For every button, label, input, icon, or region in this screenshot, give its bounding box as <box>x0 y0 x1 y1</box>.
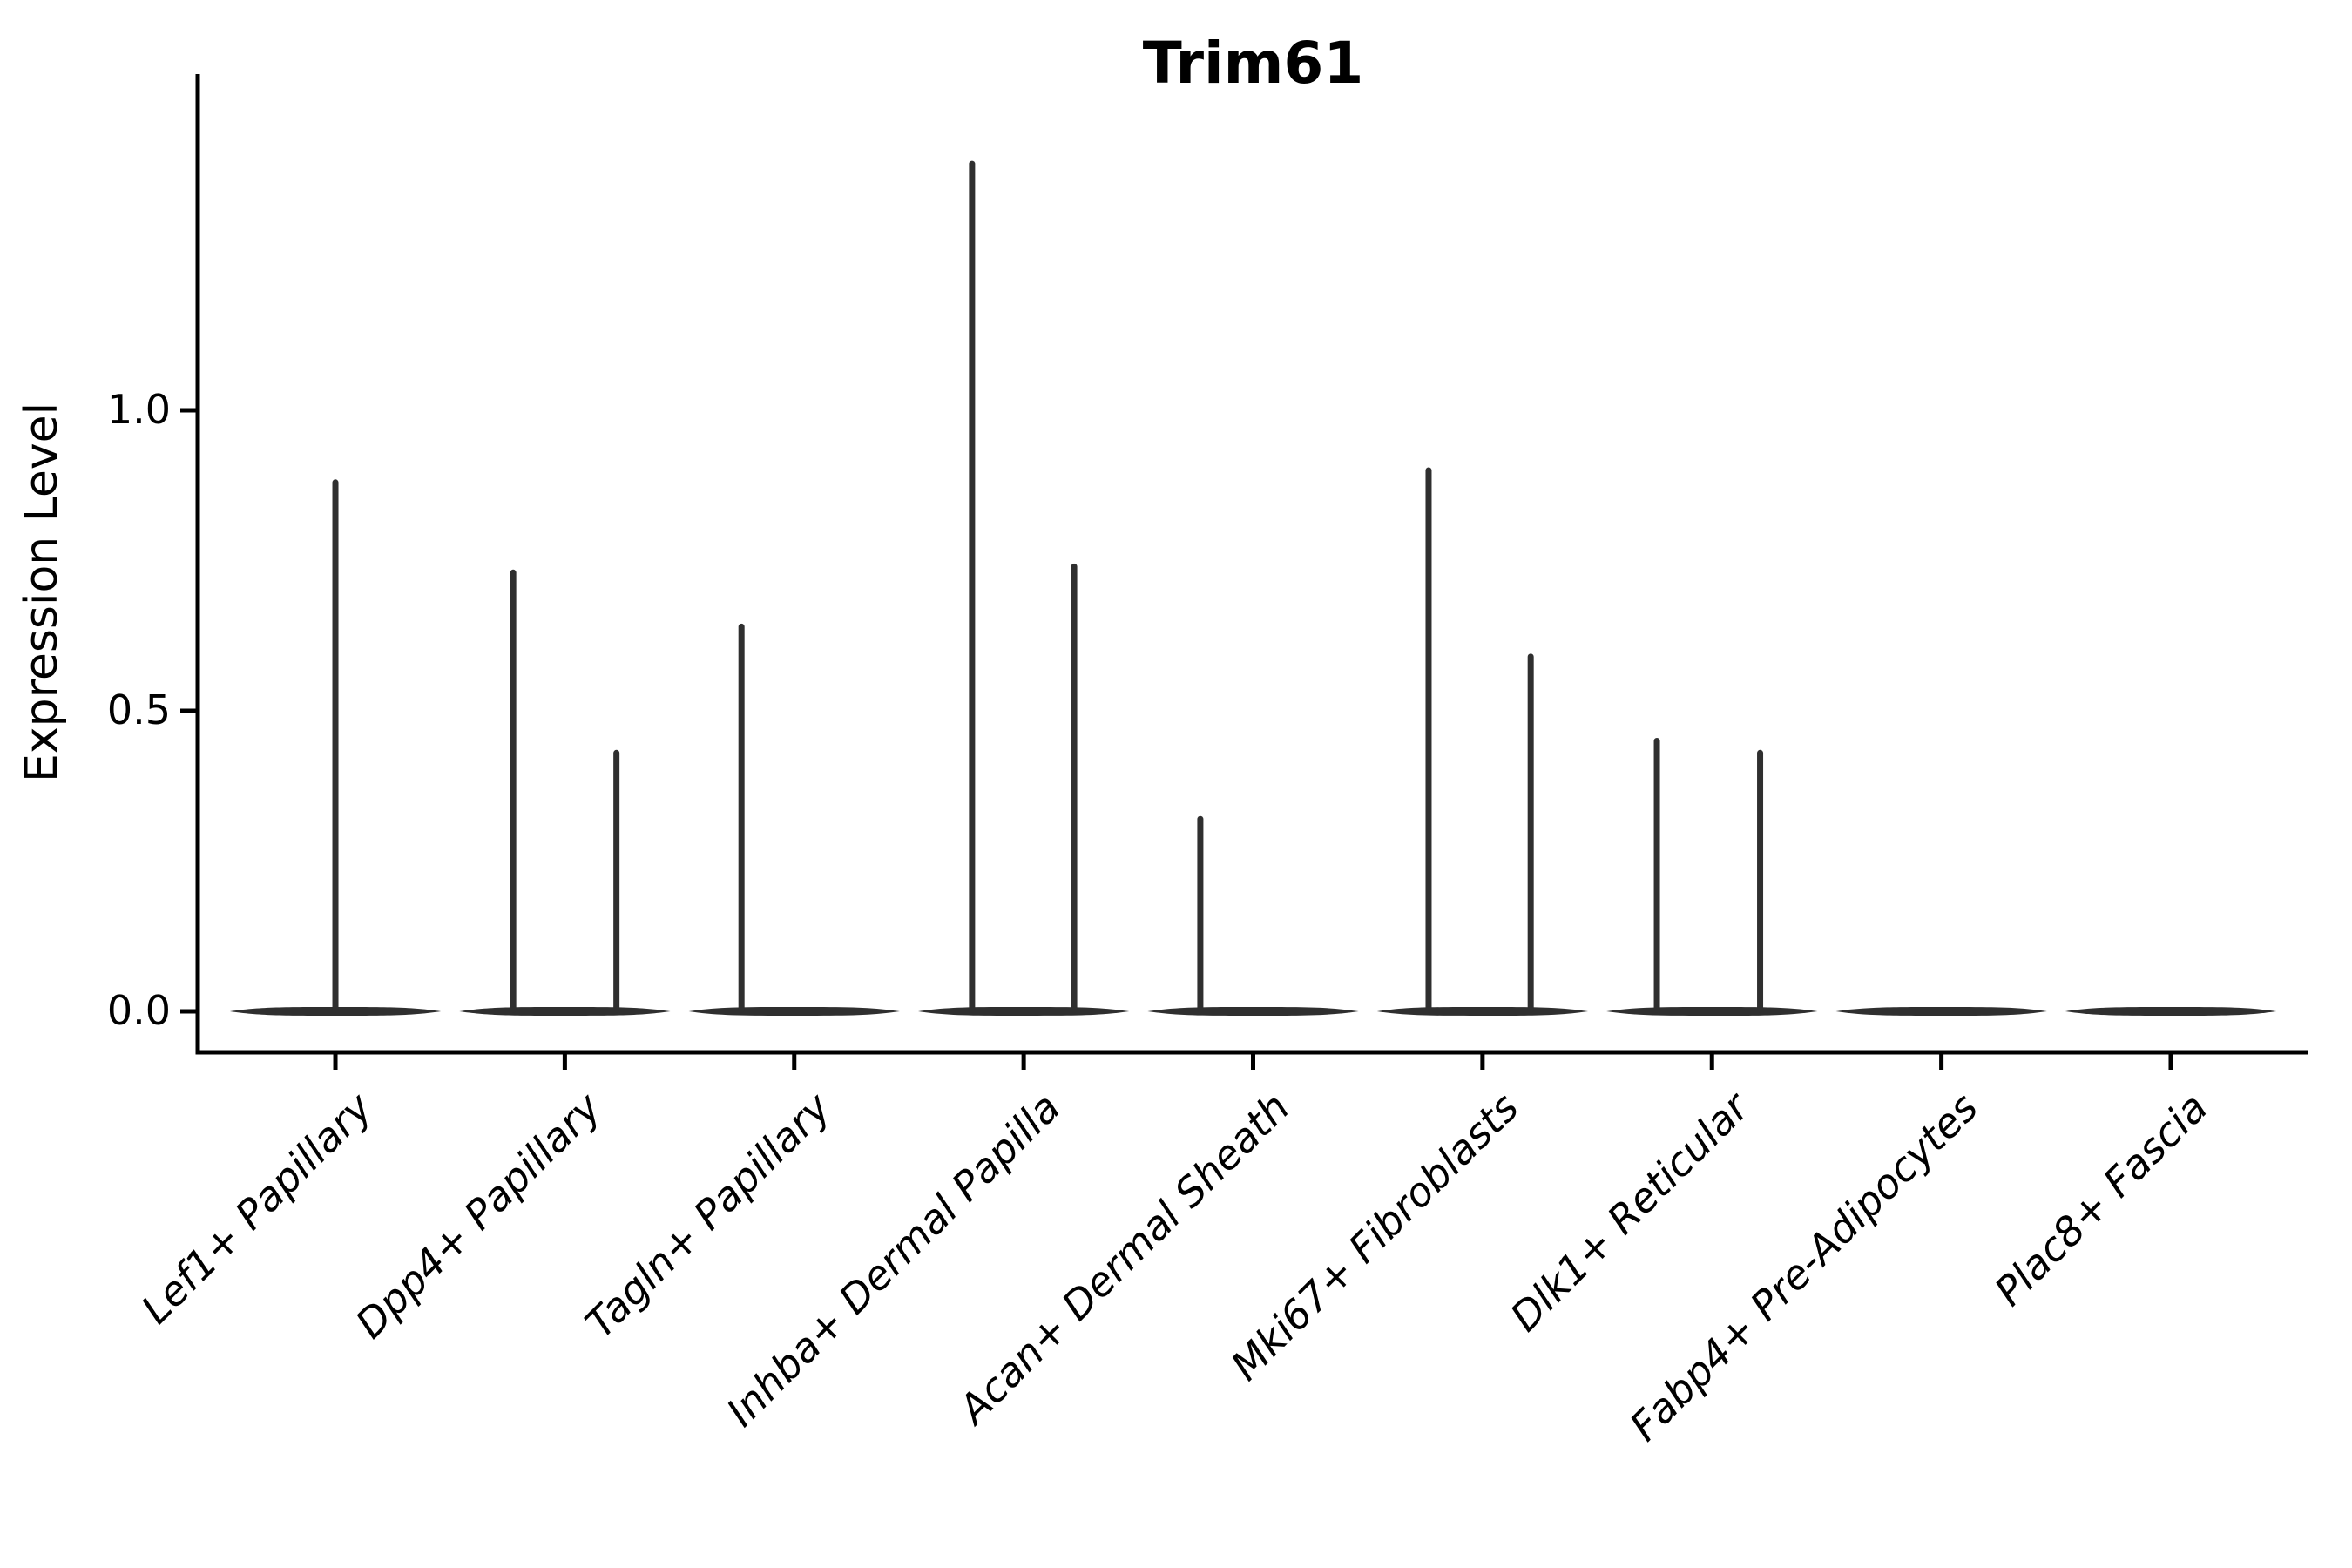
violin-body <box>1835 1007 2047 1016</box>
violin-body <box>688 1007 900 1016</box>
violin-body <box>2065 1007 2277 1016</box>
violin-body <box>917 1007 1130 1016</box>
violin-body <box>1376 1007 1589 1016</box>
y-axis-label: Expression Level <box>16 402 68 783</box>
y-tick-label: 0.5 <box>106 686 171 733</box>
violin-body <box>459 1007 671 1016</box>
violin-body <box>1606 1007 1818 1016</box>
violin-body <box>1147 1007 1359 1016</box>
y-tick-label: 0.0 <box>106 986 171 1034</box>
y-tick-label: 1.0 <box>106 385 171 433</box>
chart-title: Trim61 <box>1142 30 1364 97</box>
